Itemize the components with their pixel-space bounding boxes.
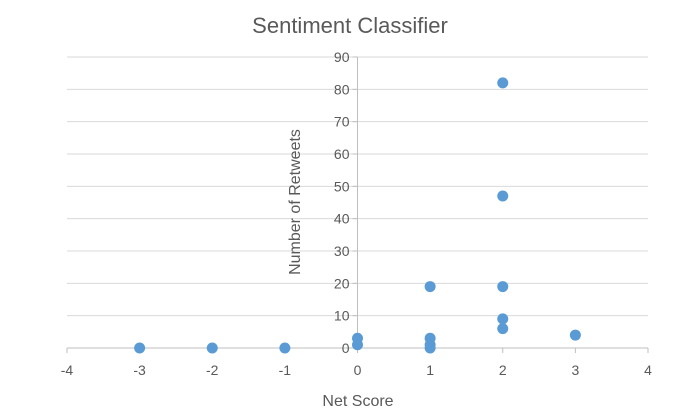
data-point [497,323,509,335]
y-tick-label: 50 [334,178,350,194]
x-tick-label: -1 [279,362,292,378]
data-point [497,77,509,89]
data-point [206,342,218,354]
x-tick-label: -4 [61,362,74,378]
x-tick-label: 3 [571,362,579,378]
y-tick-label: 40 [334,211,350,227]
chart-title: Sentiment Classifier [252,13,448,38]
axes [66,56,649,353]
x-tick-label: 2 [499,362,507,378]
data-point [279,342,291,354]
data-points [134,77,581,354]
data-point [569,329,581,341]
y-tick-label: 60 [334,146,350,162]
x-tick-label: 4 [644,362,652,378]
x-tick-label: -2 [206,362,219,378]
y-axis-label: Number of Retweets [287,129,304,275]
data-point [424,332,436,344]
y-tick-labels: 0 10 20 30 40 50 60 70 80 90 [334,49,350,356]
data-point [134,342,146,354]
y-tick-label: 0 [342,340,350,356]
y-tick-label: 70 [334,114,350,130]
y-tick-label: 10 [334,308,350,324]
y-tick-label: 90 [334,49,350,65]
data-point [424,281,436,293]
x-tick-labels: -4 -3 -2 -1 0 1 2 3 4 [61,362,652,378]
x-tick-label: 0 [354,362,362,378]
y-tick-label: 80 [334,81,350,97]
y-tick-label: 30 [334,243,350,259]
x-axis-label: Net Score [322,393,393,410]
x-tick-label: -3 [133,362,146,378]
y-tick-label: 20 [334,275,350,291]
data-point [497,190,509,202]
data-point [497,281,509,293]
data-point [352,332,363,344]
x-tick-label: 1 [426,362,434,378]
data-point [497,313,509,325]
